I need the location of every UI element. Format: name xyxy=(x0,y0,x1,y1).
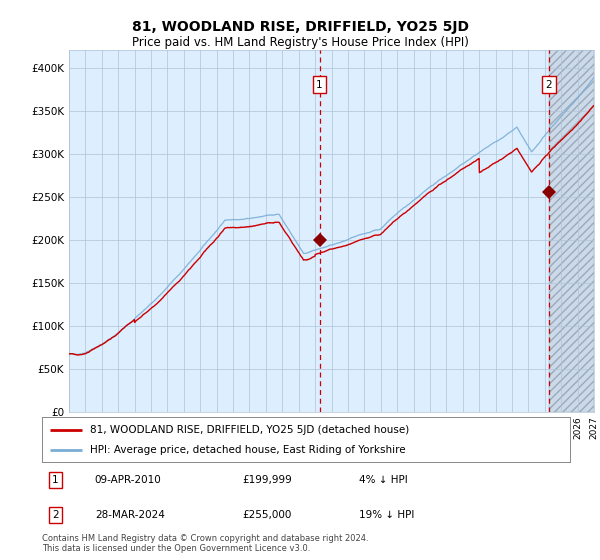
Text: £255,000: £255,000 xyxy=(242,510,292,520)
Text: Price paid vs. HM Land Registry's House Price Index (HPI): Price paid vs. HM Land Registry's House … xyxy=(131,36,469,49)
Text: 28-MAR-2024: 28-MAR-2024 xyxy=(95,510,164,520)
Text: Contains HM Land Registry data © Crown copyright and database right 2024.
This d: Contains HM Land Registry data © Crown c… xyxy=(42,534,368,553)
Text: 1: 1 xyxy=(52,475,59,486)
Text: 09-APR-2010: 09-APR-2010 xyxy=(95,475,161,486)
Text: 19% ↓ HPI: 19% ↓ HPI xyxy=(359,510,414,520)
Text: £199,999: £199,999 xyxy=(242,475,292,486)
Bar xyxy=(549,50,594,412)
Text: 81, WOODLAND RISE, DRIFFIELD, YO25 5JD: 81, WOODLAND RISE, DRIFFIELD, YO25 5JD xyxy=(131,20,469,34)
Text: 4% ↓ HPI: 4% ↓ HPI xyxy=(359,475,407,486)
Text: 2: 2 xyxy=(545,80,552,90)
Text: 81, WOODLAND RISE, DRIFFIELD, YO25 5JD (detached house): 81, WOODLAND RISE, DRIFFIELD, YO25 5JD (… xyxy=(89,424,409,435)
Text: HPI: Average price, detached house, East Riding of Yorkshire: HPI: Average price, detached house, East… xyxy=(89,445,405,455)
Text: 1: 1 xyxy=(316,80,323,90)
Text: 2: 2 xyxy=(52,510,59,520)
